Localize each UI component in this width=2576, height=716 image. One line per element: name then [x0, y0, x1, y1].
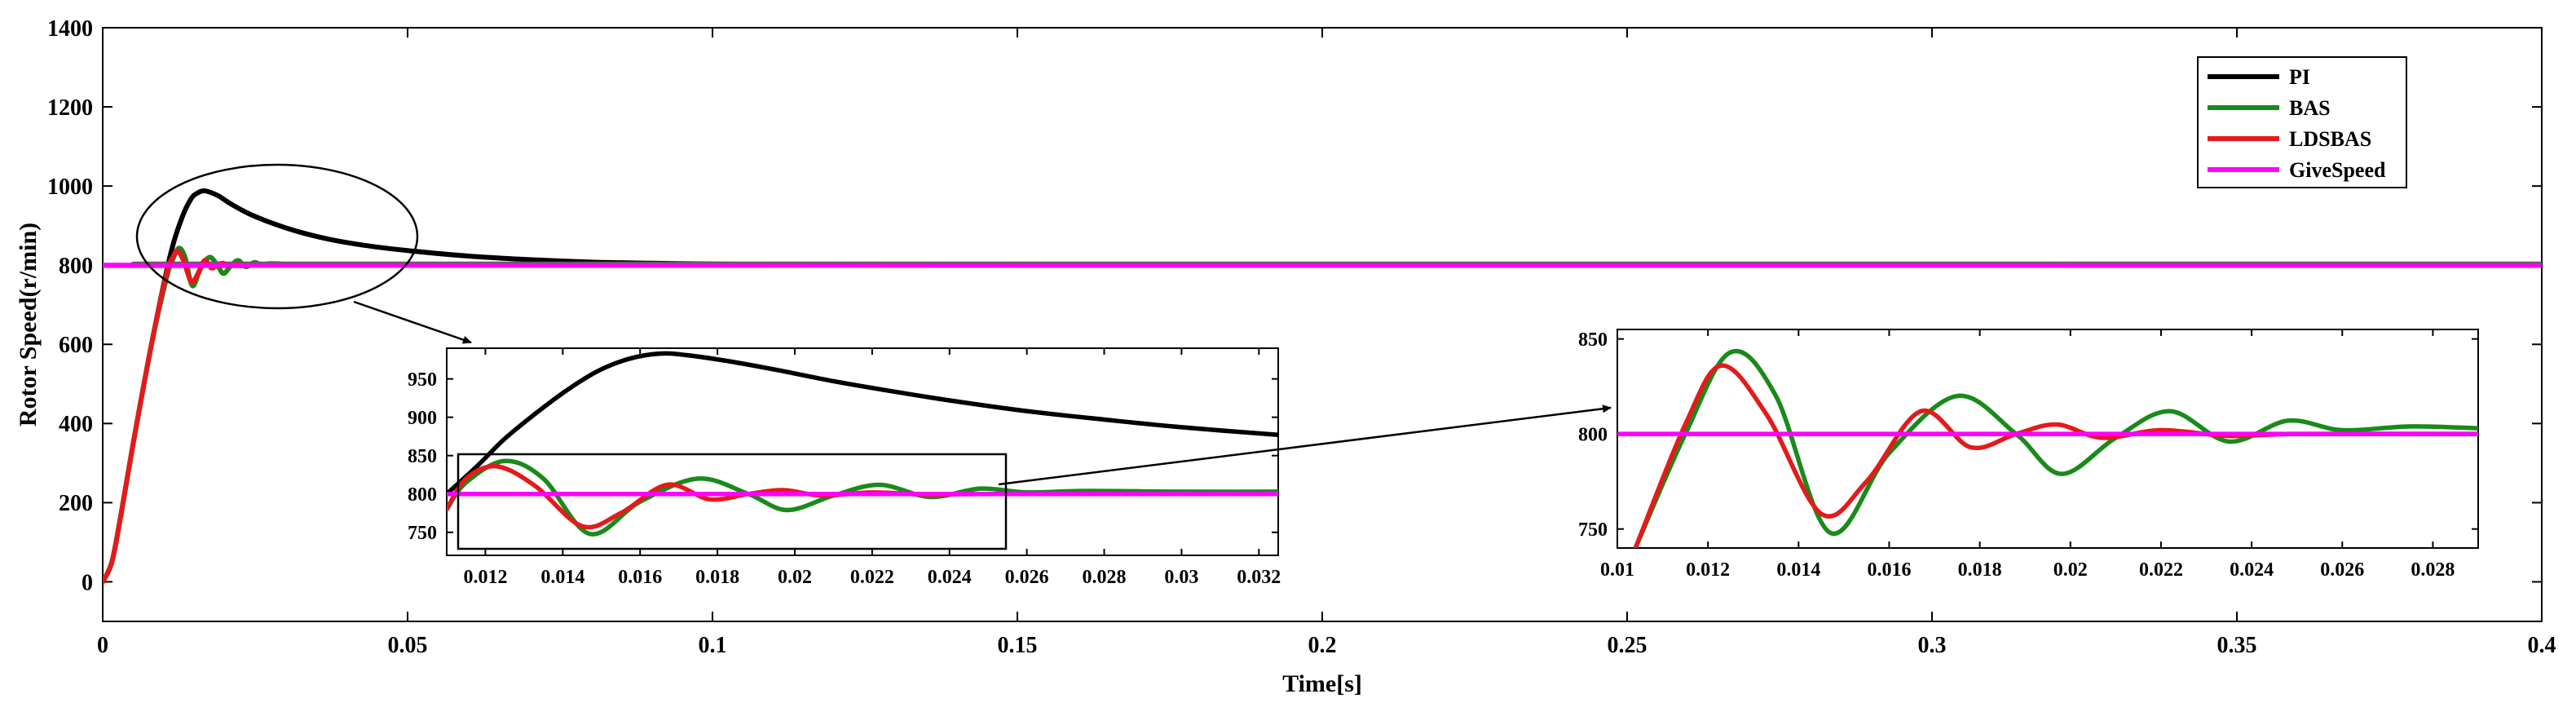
inset1-xtick-label: 0.018 [695, 567, 739, 588]
inset1-plot: 0.012 0.014 0.016 0.018 0.02 0.022 0.024 0.026 0… [408, 347, 1612, 588]
inset1-series [447, 351, 1278, 537]
inset2-xtick-label: 0.012 [1686, 559, 1730, 581]
inset1-ytick-label: 800 [408, 484, 437, 506]
inset2-ytick-label: 850 [1578, 329, 1608, 351]
main-xtick-label: 0.4 [2528, 633, 2556, 658]
inset2-ytick-label: 750 [1578, 519, 1608, 541]
main-xtick-label: 0.3 [1918, 633, 1947, 658]
legend: PI BAS LDSBAS GiveSpeed [2197, 56, 2407, 188]
inset1-xtick-label: 0.032 [1237, 567, 1281, 588]
inset2-xtick-label: 0.024 [2230, 559, 2274, 581]
legend-label-pi: PI [2289, 65, 2310, 89]
main-xtick-label: 0 [97, 633, 108, 658]
main-ytick-label: 800 [59, 254, 93, 279]
inset1-xtick-label: 0.016 [618, 567, 662, 588]
main-xtick-label: 0.35 [2217, 633, 2257, 658]
inset2-xtick-label: 0.018 [1958, 559, 2002, 581]
y-axis-label: Rotor Speed(r/min) [15, 223, 42, 427]
inset1-ytick-label: 850 [408, 446, 437, 467]
inset2-xtick-label: 0.022 [2139, 559, 2183, 581]
main-xtick-label: 0.15 [998, 633, 1038, 658]
inset2-xtick-label: 0.02 [2053, 559, 2088, 581]
inset1-xtick-label: 0.014 [540, 567, 584, 588]
inset2-xtick-label: 0.016 [1867, 559, 1911, 581]
main-xtick-label: 0.25 [1608, 633, 1647, 658]
inset1-xtick-label: 0.028 [1083, 567, 1127, 588]
main-xtick-label: 0.05 [388, 633, 428, 658]
inset2-xtick-label: 0.026 [2320, 559, 2364, 581]
main-ytick-label: 600 [59, 333, 93, 358]
inset1-series-bas [447, 458, 1278, 537]
inset1-xtick-label: 0.02 [778, 567, 812, 588]
inset2-plot: 0.01 0.012 0.014 0.016 0.018 0.02 0.022 0.024 0.… [1578, 329, 2479, 581]
zoom-ellipse [135, 163, 419, 310]
inset1-ticks: 0.012 0.014 0.016 0.018 0.02 0.022 0.024 0.026 0… [408, 348, 1281, 588]
inset1-series-pi [447, 351, 1278, 497]
legend-label-ldsbas: LDSBAS [2289, 127, 2371, 151]
inset1-xtick-label: 0.024 [928, 567, 972, 588]
inset1-xtick-label: 0.022 [850, 567, 894, 588]
inset2-xtick-label: 0.01 [1600, 559, 1634, 581]
zoom-arrow-to-inset2 [998, 404, 1612, 486]
inset2-ticks: 0.01 0.012 0.014 0.016 0.018 0.02 0.022 0.024 0.… [1578, 329, 2478, 581]
inset2-frame [1617, 329, 2479, 549]
main-ytick-label: 200 [59, 491, 93, 516]
inset1-frame [446, 347, 1279, 556]
inset2-xtick-label: 0.028 [2411, 559, 2455, 581]
inset1-xtick-label: 0.026 [1005, 567, 1049, 588]
inset1-ytick-label: 950 [408, 369, 437, 391]
main-xtick-label: 0.2 [1308, 633, 1337, 658]
main-ytick-label: 1200 [47, 95, 93, 121]
main-series [103, 188, 2542, 585]
inset1-xtick-label: 0.03 [1164, 567, 1198, 588]
main-ticks: 0 0.05 0.1 0.15 0.2 0.25 0.3 0.35 0.4 0 200 400 600 8… [47, 16, 2556, 658]
main-ytick-label: 400 [59, 412, 93, 437]
inset1-xtick-label: 0.012 [463, 567, 507, 588]
zoom-arrow-to-inset1 [353, 300, 472, 344]
inset1-ytick-label: 900 [408, 408, 437, 429]
main-xtick-label: 0.1 [699, 633, 727, 658]
main-ytick-label: 1400 [47, 16, 93, 42]
x-axis-label: Time[s] [1282, 670, 1362, 697]
main-ytick-label: 1000 [47, 175, 93, 200]
zoom-rectangle [457, 453, 1008, 550]
inset2-xtick-label: 0.014 [1776, 559, 1820, 581]
inset2-series [1617, 348, 2478, 548]
main-ytick-label: 0 [82, 570, 93, 595]
inset2-ytick-label: 800 [1578, 425, 1608, 446]
legend-label-bas: BAS [2289, 96, 2331, 120]
legend-label-givespeed: GiveSpeed [2289, 158, 2386, 182]
inset1-ytick-label: 750 [408, 523, 437, 544]
